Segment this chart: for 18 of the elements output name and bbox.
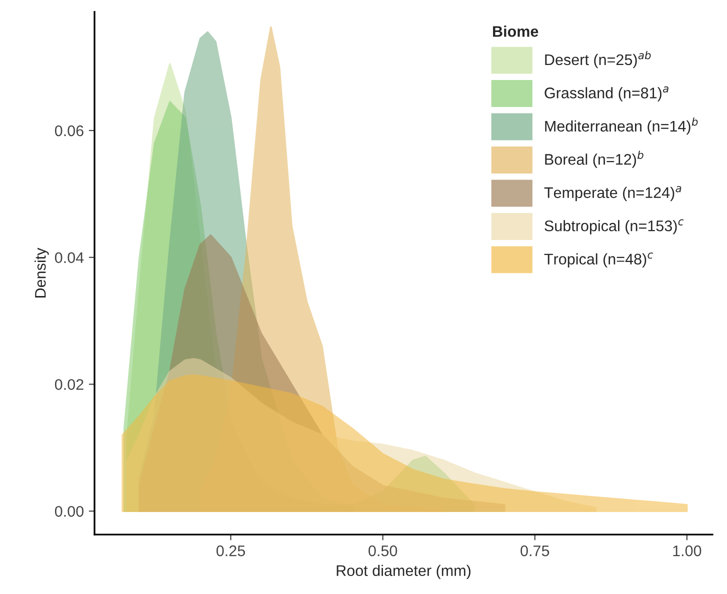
legend-label: Grassland (n=81)$^{a}$ <box>544 86 668 102</box>
y-axis-title: Density <box>34 248 49 298</box>
x-axis-title: Root diameter (mm) <box>336 564 470 580</box>
x-tick-label: 0.25 <box>216 545 245 556</box>
y-tick-label: 0.00 <box>54 506 84 517</box>
x-tick-label: 0.75 <box>520 545 550 556</box>
legend-label: Tropical (n=48)$^{c}$ <box>544 252 653 268</box>
y-tick-label: 0.02 <box>54 379 84 390</box>
x-tick-label: 0.50 <box>368 545 398 556</box>
legend-label: Boreal (n=12)$^{b}$ <box>545 150 644 168</box>
y-tick-label: 0.04 <box>54 252 84 264</box>
legend-label: Mediterranean (n=14)$^{b}$ <box>545 117 698 135</box>
y-tick-label: 0.06 <box>54 125 84 136</box>
legend-label: Desert (n=25)$^{ab}$ <box>545 51 651 68</box>
x-tick-label: 1.00 <box>673 545 702 556</box>
legend-label: Subtropical (n=153)$^{c}$ <box>544 219 684 234</box>
legend-label: Temperate (n=124)$^{a}$ <box>544 186 682 202</box>
legend-title: Biome <box>493 26 538 37</box>
